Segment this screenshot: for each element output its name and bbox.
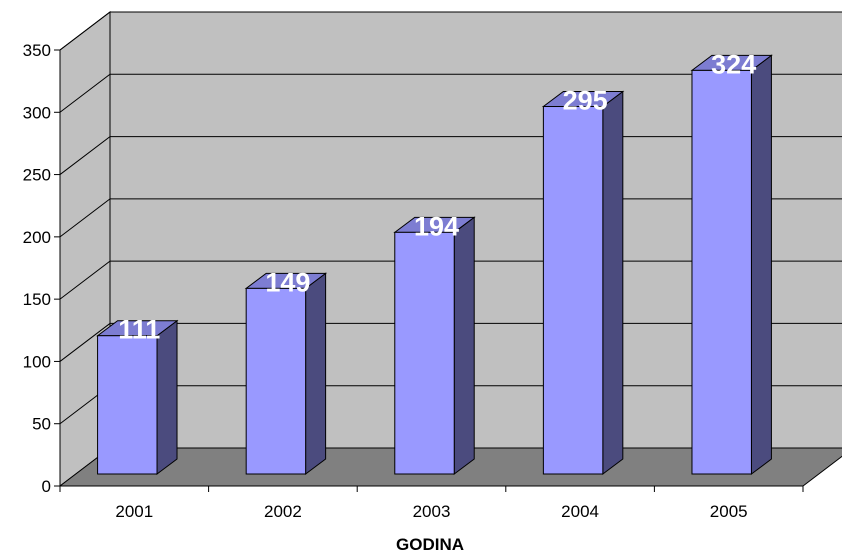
- bar: [393, 216, 476, 475]
- bar: [96, 319, 179, 475]
- y-tick-label: 0: [42, 477, 51, 496]
- bar-front: [691, 69, 752, 475]
- data-label: 295: [563, 86, 608, 116]
- x-tick-labels: 2001 2002 2003 2004 2005: [115, 502, 747, 521]
- bar-side: [602, 90, 624, 475]
- data-label: 194: [414, 211, 459, 241]
- x-tick-label: 2002: [264, 502, 302, 521]
- bar-side: [453, 216, 475, 475]
- x-tick-label: 2001: [115, 502, 153, 521]
- data-label: 111: [118, 315, 160, 345]
- bar-front: [394, 231, 455, 475]
- bars: [96, 54, 773, 475]
- y-tick-label: 350: [23, 41, 51, 60]
- bar: [541, 90, 625, 475]
- bar-front: [97, 335, 158, 475]
- bar: [690, 54, 773, 475]
- bar-side: [305, 272, 327, 475]
- gridline: [59, 73, 842, 113]
- gridline: [59, 11, 842, 51]
- data-labels: 111 149 194 295 324: [118, 49, 756, 344]
- x-tick-label: 2005: [710, 502, 748, 521]
- x-tick-label: 2004: [561, 502, 599, 521]
- bar-front: [245, 287, 307, 475]
- y-tick-label: 50: [32, 415, 51, 434]
- bar: [244, 272, 328, 475]
- x-tick-label: 2003: [413, 502, 451, 521]
- y-tick-label: 100: [23, 352, 51, 371]
- data-label: 324: [711, 49, 756, 79]
- axes: [54, 49, 804, 492]
- bar-side: [750, 54, 772, 475]
- y-tick-label: 300: [23, 103, 51, 122]
- y-tick-label: 250: [23, 166, 51, 185]
- y-tick-label: 150: [23, 290, 51, 309]
- bar-front: [542, 106, 604, 475]
- y-tick-label: 200: [23, 228, 51, 247]
- y-tick-labels: 0 50 100 150 200 250 300 350: [23, 41, 51, 496]
- x-axis-title: GODINA: [396, 535, 464, 554]
- data-label: 149: [265, 267, 310, 297]
